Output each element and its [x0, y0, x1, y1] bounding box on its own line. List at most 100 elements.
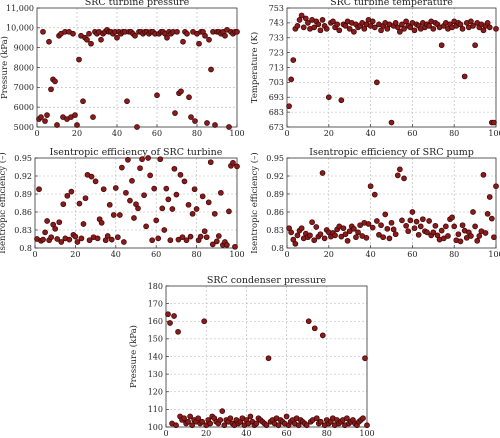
data-point	[472, 42, 478, 49]
y-tick-label: 733	[269, 34, 284, 43]
y-axis-label: Isentropic efficiency (–)	[0, 152, 8, 253]
data-point	[227, 415, 234, 422]
data-point	[40, 236, 46, 243]
data-point	[399, 217, 405, 224]
data-point	[187, 233, 194, 240]
data-point	[193, 206, 200, 212]
data-point	[179, 234, 186, 241]
data-point	[211, 210, 218, 217]
data-point	[234, 163, 240, 170]
data-point	[401, 175, 407, 182]
data-point	[438, 42, 445, 49]
data-point	[296, 17, 303, 23]
data-point	[417, 223, 424, 230]
data-point	[344, 415, 350, 422]
data-point	[440, 235, 447, 242]
data-point	[66, 236, 73, 243]
data-point	[90, 114, 96, 120]
data-point	[56, 219, 63, 226]
data-point	[484, 20, 491, 26]
data-point	[307, 232, 313, 239]
y-tick-label: 180	[148, 282, 163, 291]
y-tick-label: 160	[148, 317, 163, 326]
x-tick-label: 0	[34, 129, 39, 138]
data-point	[290, 57, 297, 63]
y-tick-label: 0.83	[14, 226, 32, 235]
data-point	[334, 21, 341, 28]
data-point	[226, 124, 232, 130]
y-axis-label: Pressure (kPa)	[0, 36, 10, 99]
data-point	[199, 418, 206, 425]
data-point	[491, 234, 497, 241]
data-point	[480, 27, 487, 34]
data-point	[351, 28, 357, 35]
data-point	[177, 171, 184, 178]
chart-title: Isentropic efficiency of SRC turbine	[50, 147, 223, 158]
data-point	[68, 188, 75, 195]
data-point	[135, 205, 141, 212]
data-point	[147, 172, 153, 179]
x-tick-label: 40	[111, 250, 121, 259]
y-tick-label: 120	[148, 388, 163, 397]
data-point	[405, 228, 412, 235]
data-point	[388, 119, 395, 126]
data-point	[401, 25, 407, 32]
x-tick-label: 20	[324, 250, 334, 259]
y-tick-label: 0.92	[14, 172, 32, 181]
data-point	[213, 238, 220, 245]
plot-frame	[286, 157, 497, 249]
data-point	[153, 217, 160, 224]
data-point	[123, 189, 129, 196]
y-tick-label: 6000	[14, 103, 34, 112]
data-point	[364, 422, 370, 429]
data-point	[355, 229, 361, 236]
data-point	[397, 166, 403, 173]
x-tick-label: 80	[192, 250, 202, 259]
data-point	[488, 215, 495, 222]
data-point	[344, 237, 351, 244]
data-point	[192, 118, 198, 124]
data-point	[360, 415, 366, 422]
data-point	[319, 170, 326, 176]
data-point	[336, 27, 343, 34]
data-point	[127, 197, 133, 204]
data-point	[209, 241, 216, 248]
x-tick-label: 0	[284, 129, 289, 138]
data-point	[367, 183, 374, 190]
data-point	[432, 222, 439, 229]
data-point	[98, 219, 105, 226]
data-point	[185, 201, 192, 208]
data-point	[230, 159, 236, 166]
data-point	[371, 24, 378, 31]
data-point	[470, 23, 476, 29]
data-point	[38, 114, 44, 120]
data-point	[145, 155, 151, 161]
data-point	[305, 318, 312, 325]
y-tick-label: 673	[269, 123, 284, 132]
data-point	[394, 24, 401, 31]
data-point	[151, 185, 158, 192]
data-point	[294, 23, 301, 29]
data-point	[205, 199, 212, 206]
data-point	[300, 24, 307, 31]
data-point	[482, 230, 489, 236]
data-point	[155, 235, 162, 242]
data-point	[305, 20, 311, 26]
x-tick-label: 40	[241, 429, 251, 438]
data-point	[283, 413, 290, 420]
data-point	[44, 218, 50, 224]
data-point	[376, 231, 382, 238]
data-point	[319, 17, 326, 23]
y-tick-label: 100	[148, 423, 163, 432]
data-point	[58, 239, 65, 245]
x-tick-label: 100	[229, 250, 244, 259]
x-tick-label: 80	[322, 429, 332, 438]
data-point	[183, 237, 190, 244]
data-point	[157, 156, 164, 163]
y-tick-label: 7000	[14, 83, 34, 92]
data-point	[232, 243, 238, 250]
data-point	[388, 219, 395, 226]
data-point	[263, 422, 270, 429]
data-point	[165, 196, 172, 203]
data-point	[173, 191, 180, 198]
